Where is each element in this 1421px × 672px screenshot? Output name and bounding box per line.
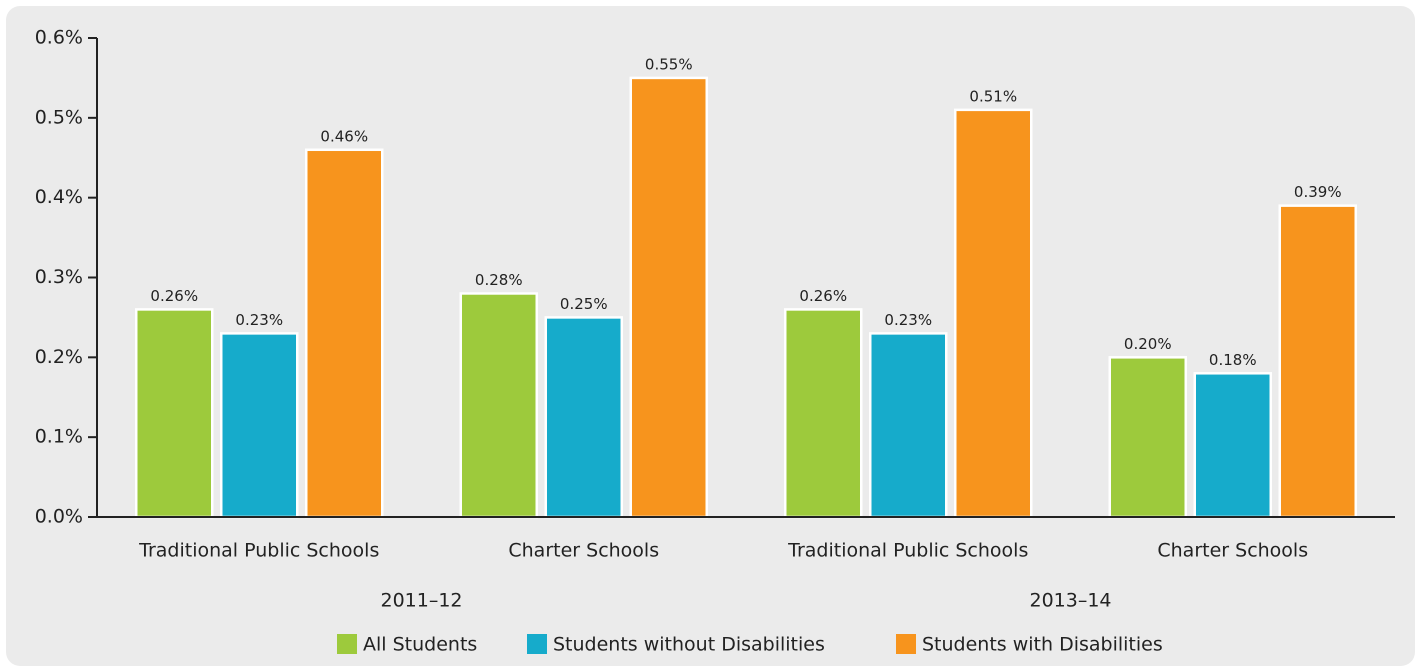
legend-label: All Students [363,634,477,656]
x-tick-label: Charter Schools [1157,540,1308,562]
value-label: 0.46% [320,127,368,145]
legend-label: Students with Disabilities [922,634,1163,656]
x-group-label: 2013–14 [1029,590,1111,612]
x-tick-label: Charter Schools [508,540,659,562]
legend-swatch [337,634,357,654]
y-tick-label: 0.3% [35,266,83,288]
x-tick-label: Traditional Public Schools [787,540,1028,562]
chart-background [6,6,1415,666]
bar [1193,372,1272,519]
y-tick-label: 0.6% [35,27,83,49]
value-label: 0.23% [235,311,283,329]
y-tick-label: 0.5% [35,106,83,128]
bar [954,108,1033,519]
bar [135,308,214,519]
value-label: 0.20% [1124,335,1172,353]
bar [305,148,384,519]
value-label: 0.25% [560,295,608,313]
y-tick-label: 0.2% [35,346,83,368]
value-label: 0.28% [475,271,523,289]
value-label: 0.26% [150,287,198,305]
legend-swatch [527,634,547,654]
y-tick-label: 0.4% [35,186,83,208]
bar [784,308,863,519]
bar [629,76,708,519]
x-group-label: 2011–12 [380,590,462,612]
bar [220,332,299,519]
legend-label: Students without Disabilities [553,634,825,656]
bar [459,292,538,519]
value-label: 0.26% [799,287,847,305]
y-tick-label: 0.0% [35,506,83,528]
value-label: 0.51% [969,87,1017,105]
legend-swatch [896,634,916,654]
bar [869,332,948,519]
value-label: 0.18% [1209,351,1257,369]
value-label: 0.23% [884,311,932,329]
bar [1108,356,1187,519]
bar [544,316,623,519]
x-tick-label: Traditional Public Schools [138,540,379,562]
value-label: 0.39% [1294,183,1342,201]
bar [1278,204,1357,519]
y-tick-label: 0.1% [35,426,83,448]
value-label: 0.55% [645,55,693,73]
